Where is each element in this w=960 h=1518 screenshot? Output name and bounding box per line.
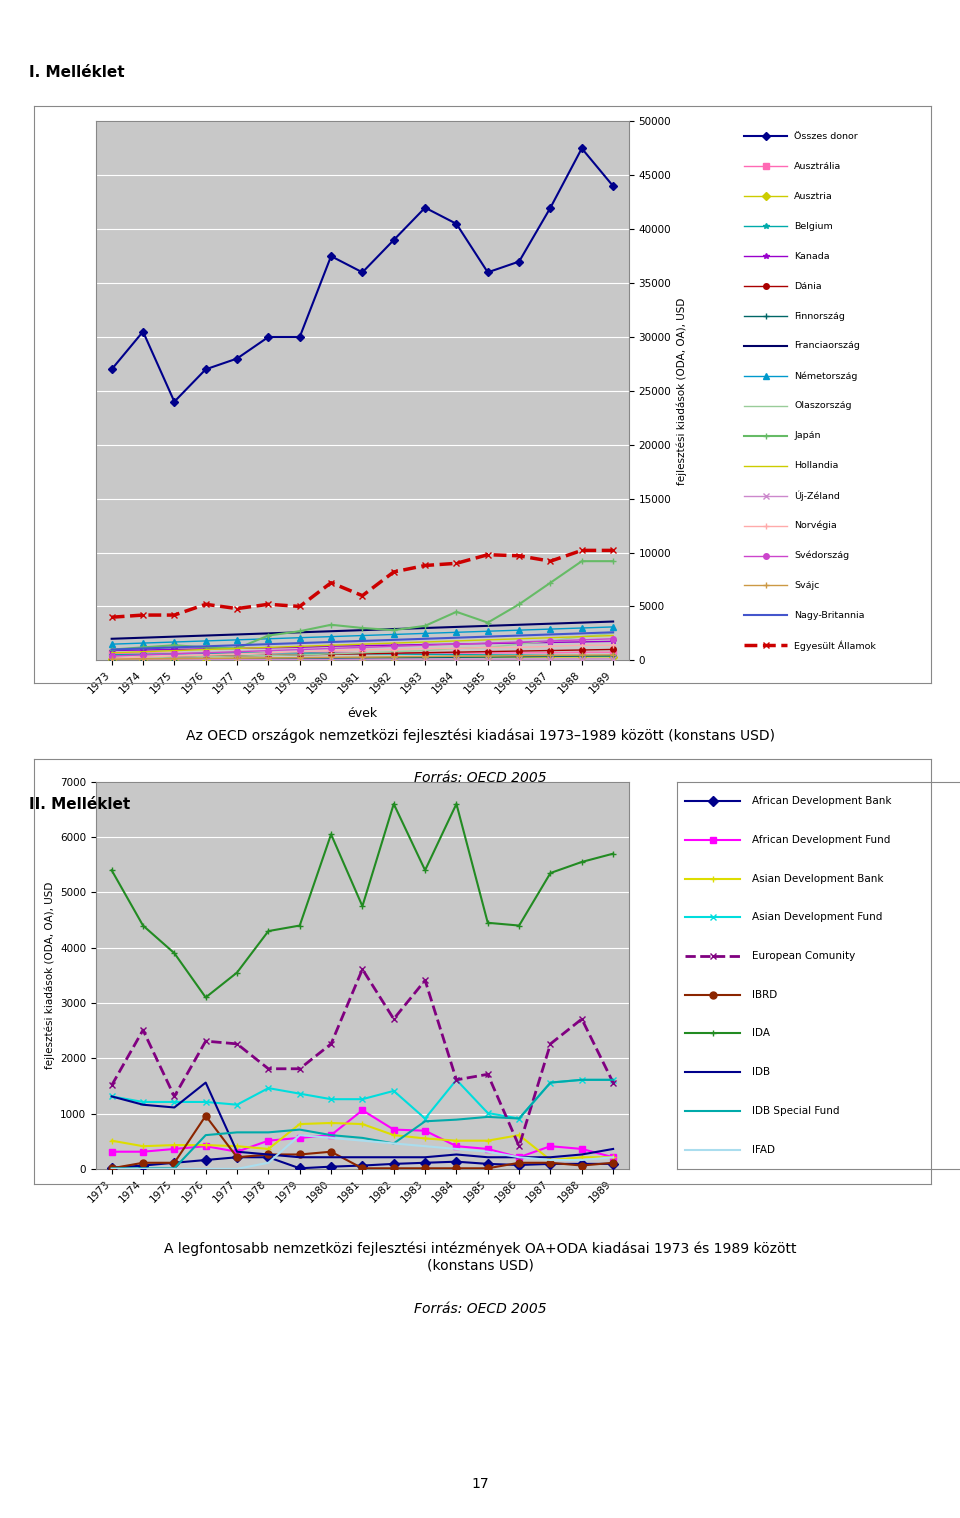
Text: African Development Fund: African Development Fund: [752, 835, 890, 846]
Text: Finnország: Finnország: [795, 311, 845, 320]
Text: II. Melléklet: II. Melléklet: [29, 797, 130, 812]
Text: Dánia: Dánia: [795, 282, 822, 290]
Text: Olaszország: Olaszország: [795, 401, 852, 410]
Text: Svédország: Svédország: [795, 551, 850, 560]
Text: Új-Zéland: Új-Zéland: [795, 490, 840, 501]
Text: I. Melléklet: I. Melléklet: [29, 65, 125, 80]
Text: 17: 17: [471, 1477, 489, 1491]
Text: Forrás: OECD 2005: Forrás: OECD 2005: [414, 771, 546, 785]
Text: Japán: Japán: [795, 431, 821, 440]
Text: Kanada: Kanada: [795, 252, 830, 261]
Y-axis label: fejlesztési kiadások (ODA, OA), USD: fejlesztési kiadások (ODA, OA), USD: [44, 882, 55, 1069]
X-axis label: évek: évek: [348, 707, 377, 720]
Text: Egyesült Államok: Egyesült Államok: [795, 641, 876, 651]
Text: IDA: IDA: [752, 1028, 770, 1038]
Text: IDB: IDB: [752, 1067, 770, 1078]
Text: European Comunity: European Comunity: [752, 950, 855, 961]
Text: Ausztrália: Ausztrália: [795, 162, 842, 172]
Text: Hollandia: Hollandia: [795, 461, 839, 471]
Text: GROTIUS: GROTIUS: [817, 11, 936, 32]
Text: Az OECD országok nemzetközi fejlesztési kiadásai 1973–1989 között (konstans USD): Az OECD országok nemzetközi fejlesztési …: [185, 729, 775, 744]
Text: Asian Development Fund: Asian Development Fund: [752, 912, 882, 923]
Text: Norvégia: Norvégia: [795, 521, 837, 530]
Text: Svájc: Svájc: [795, 581, 820, 591]
Text: Nagy-Britannia: Nagy-Britannia: [795, 610, 865, 619]
Text: Németország: Németország: [795, 372, 858, 381]
Text: A legfontosabb nemzetközi fejlesztési intézmények OA+ODA kiadásai 1973 és 1989 k: A legfontosabb nemzetközi fejlesztési in…: [164, 1242, 796, 1272]
Y-axis label: fejlesztési kiadások (ODA, OA), USD: fejlesztési kiadások (ODA, OA), USD: [677, 298, 687, 484]
Text: IDB Special Fund: IDB Special Fund: [752, 1105, 839, 1116]
Text: Összes donor: Összes donor: [795, 132, 858, 141]
Text: IFAD: IFAD: [752, 1145, 775, 1155]
Text: Franciaország: Franciaország: [795, 342, 860, 351]
Text: Ausztria: Ausztria: [795, 191, 833, 200]
Text: Asian Development Bank: Asian Development Bank: [752, 873, 883, 883]
Text: Belgium: Belgium: [795, 222, 833, 231]
Text: African Development Bank: African Development Bank: [752, 795, 891, 806]
Text: Forrás: OECD 2005: Forrás: OECD 2005: [414, 1302, 546, 1316]
Text: IBRD: IBRD: [752, 990, 777, 1000]
